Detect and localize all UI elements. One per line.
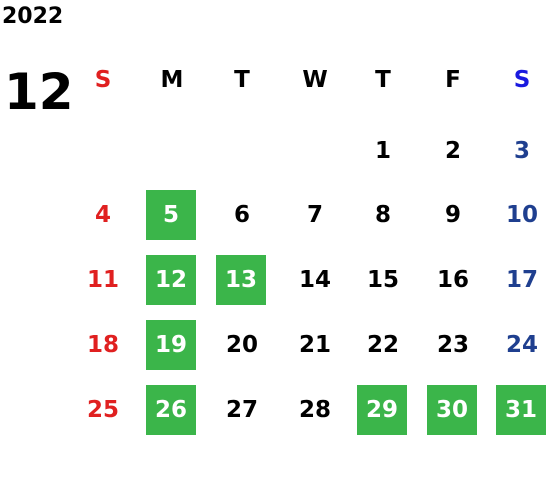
day: 22 [366,332,399,358]
day: 7 [306,202,323,228]
highlighted-day: 30 [427,385,477,435]
day: 23 [436,332,469,358]
day: 21 [298,332,331,358]
weekday-label: S [94,67,112,93]
highlighted-day: 13 [216,255,266,305]
day: 16 [436,267,469,293]
day: 28 [298,397,331,423]
day: 6 [233,202,250,228]
day: 1 [374,138,391,164]
year: 2022 [2,4,64,29]
day: 11 [86,267,119,293]
day: 4 [94,202,111,228]
highlighted-day: 5 [146,190,196,240]
month: 12 [4,63,74,121]
weekday-label: W [302,67,328,93]
weekday-label: T [375,67,391,93]
day: 17 [505,267,538,293]
highlighted-day: 12 [146,255,196,305]
day: 14 [298,267,331,293]
day: 20 [225,332,258,358]
day: 27 [225,397,258,423]
highlighted-day: 31 [496,385,546,435]
day: 18 [86,332,119,358]
highlighted-day: 29 [357,385,407,435]
day: 9 [444,202,461,228]
day: 8 [374,202,391,228]
day: 2 [444,138,461,164]
weekday-label: T [234,67,250,93]
day: 25 [86,397,119,423]
weekday-label: F [445,67,461,93]
day: 10 [505,202,538,228]
weekday-label: M [160,67,184,93]
day: 24 [505,332,538,358]
highlighted-day: 19 [146,320,196,370]
highlighted-day: 26 [146,385,196,435]
day: 3 [513,138,530,164]
day: 15 [366,267,399,293]
weekday-label: S [513,67,531,93]
